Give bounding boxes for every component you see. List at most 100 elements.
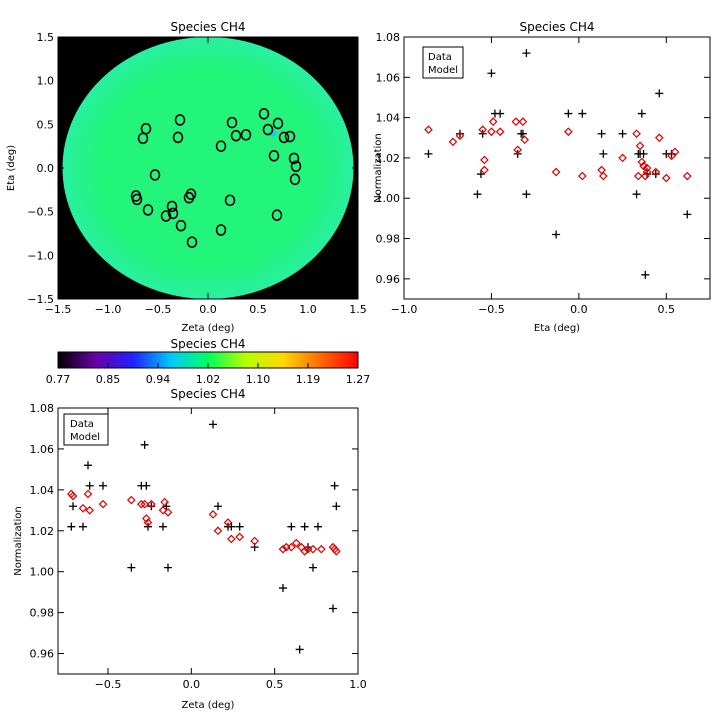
eta-model-point: [478, 125, 488, 135]
zeta-data-point: [85, 481, 94, 490]
zeta-model-point: [83, 489, 93, 499]
zeta-data-point: [127, 563, 136, 572]
map-marker: [268, 149, 280, 162]
zeta-data-point: [279, 584, 287, 593]
map-marker: [271, 209, 283, 221]
map-marker: [224, 194, 236, 207]
zeta-data-point: [159, 522, 167, 531]
zeta-data-point: [140, 440, 149, 449]
zeta-data-point: [84, 461, 92, 470]
colorbar-tick-label: 0.85: [96, 373, 121, 386]
zeta-data-point: [300, 522, 309, 531]
zeta-model-point: [213, 526, 223, 536]
zeta-x-label: Zeta (deg): [182, 700, 235, 711]
colorbar-tick-label: 0.77: [46, 373, 71, 386]
eta-data-point: [496, 109, 505, 118]
zeta-data-point: [69, 502, 77, 511]
zeta-x-tick-label: −0.5: [95, 678, 122, 691]
zeta-model-point: [98, 499, 108, 509]
map-marker: [258, 108, 270, 120]
map-y-tick-label: −1.5: [27, 293, 54, 306]
eta-x-tick-label: 0.0: [570, 303, 588, 316]
zeta-model-point: [85, 505, 95, 515]
eta-model-point: [480, 155, 489, 165]
eta-y-tick-label: 0.96: [376, 273, 401, 286]
eta-model-point: [682, 171, 692, 181]
map-marker: [289, 173, 301, 186]
zeta-data-point: [67, 522, 76, 531]
eta-title: Species CH4: [519, 20, 594, 34]
map-marker: [230, 129, 242, 142]
colorbar-panel: Species CH4 0.77 0.85 0.94 1.02 1.10 1.19 1.27: [46, 337, 371, 386]
zeta-y-tick-label: 1.00: [30, 566, 55, 579]
map-marker: [174, 114, 186, 126]
eta-data-point: [552, 230, 561, 239]
eta-legend-data: Data: [428, 52, 452, 63]
eta-model-point: [488, 117, 498, 126]
map-marker: [166, 200, 178, 213]
zeta-model-point: [291, 538, 301, 548]
zeta-model-point: [223, 518, 233, 527]
zeta-x-tick-label: 0.0: [183, 678, 201, 691]
eta-legend-box: [422, 46, 464, 79]
zeta-data-point: [214, 502, 222, 511]
zeta-model-point: [208, 510, 218, 519]
eta-data-point: [564, 109, 573, 118]
map-y-tick-label: 0.5: [37, 118, 55, 131]
zeta-data-point: [235, 522, 244, 531]
eta-y-tick-label: 1.08: [376, 31, 401, 44]
eta-x-tick-label: −1.0: [391, 303, 418, 316]
eta-data-point: [597, 129, 606, 138]
map-y-tick-label: 1.0: [37, 75, 55, 88]
zeta-frame: [57, 407, 359, 675]
map-marker: [186, 236, 198, 249]
zeta-data-point: [330, 481, 339, 490]
zeta-y-tick-label: 1.06: [30, 443, 55, 456]
map-x-tick-label: −0.5: [145, 303, 172, 316]
map-y-label: Eta (deg): [6, 145, 17, 191]
map-marker: [240, 129, 252, 141]
zeta-legend-data: Data: [70, 419, 94, 430]
eta-model-point: [495, 127, 505, 137]
map-disk: [62, 37, 354, 299]
map-marker: [175, 219, 187, 232]
eta-data-point: [599, 149, 608, 158]
zeta-model-point: [143, 518, 153, 527]
zeta-data-point: [79, 522, 87, 531]
eta-model-point: [551, 167, 561, 177]
map-marker: [272, 117, 284, 130]
eta-data-point: [487, 69, 496, 78]
colorbar-tick-label: 1.27: [346, 373, 371, 386]
eta-y-tick-label: 1.00: [376, 192, 401, 205]
eta-model-point: [598, 171, 608, 181]
map-marker: [288, 152, 300, 165]
eta-model-point: [520, 135, 529, 145]
zeta-y-tick-label: 1.04: [30, 484, 55, 497]
zeta-model-point: [286, 542, 296, 552]
eta-data-point: [637, 109, 646, 118]
eta-model-point: [661, 173, 671, 183]
eta-y-tick-label: 0.98: [376, 233, 401, 246]
zeta-y-tick-label: 0.96: [30, 648, 55, 661]
zeta-model-point: [158, 505, 168, 515]
colorbar-tick-label: 0.94: [146, 373, 171, 386]
map-marker: [131, 193, 143, 206]
eta-model-point: [618, 153, 627, 163]
eta-model-point: [635, 141, 645, 151]
zeta-model-point: [140, 499, 150, 509]
map-marker: [290, 160, 302, 173]
map-y-tick-label: −0.5: [27, 206, 54, 219]
eta-y-tick-label: 1.04: [376, 112, 401, 125]
map-marker: [284, 130, 296, 143]
eta-x-tick-label: 0.5: [658, 303, 676, 316]
eta-model-point: [632, 129, 641, 139]
eta-model-point: [651, 167, 661, 177]
eta-model-point: [480, 165, 489, 175]
eta-y-tick-label: 1.06: [376, 71, 401, 84]
eta-data-point: [473, 190, 482, 199]
zeta-data-point: [314, 522, 322, 531]
eta-model-point: [654, 133, 664, 143]
map-marker: [215, 140, 227, 152]
zeta-model-point: [78, 503, 88, 513]
